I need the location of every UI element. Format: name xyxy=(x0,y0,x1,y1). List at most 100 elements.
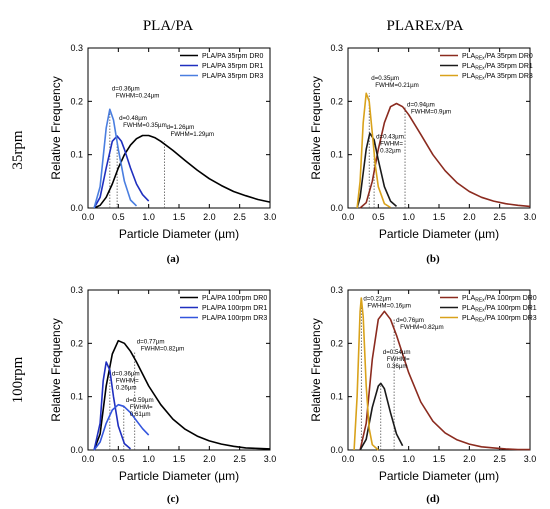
annotation-diameter: d=0.36µm xyxy=(112,370,140,377)
annotation-fwhm: FWHM=0.82µm xyxy=(400,324,444,331)
row-title-35rpm: 35rpm xyxy=(10,130,26,169)
y-tick-label: 0.2 xyxy=(70,338,83,348)
series-line xyxy=(356,132,398,209)
x-tick-label: 1.0 xyxy=(142,454,155,464)
chart-panel-c: 0.0 0.5 1.0 1.5 2.0 2.5 3.0 0.0 0.1 0.2 0.3 Particl… xyxy=(49,285,276,505)
annotation-diameter: d=0.48µm xyxy=(119,115,147,122)
y-axis-label: Relative Frequency xyxy=(49,318,63,421)
chart-panel-b: 0.0 0.5 1.0 1.5 2.0 2.5 3.0 0.0 0.1 0.2 0.3 Particl… xyxy=(309,43,536,265)
x-tick-label: 0.5 xyxy=(372,454,385,464)
legend-label: PLAREx/PA 100rpm DR1 xyxy=(462,305,537,314)
x-tick-label: 1.0 xyxy=(402,212,415,222)
annotation-diameter: d=0.35µm xyxy=(371,75,399,82)
x-tick-label: 1.5 xyxy=(173,212,186,222)
annotation-fwhm: FWHM=0.9µm xyxy=(411,109,451,116)
annotation-fwhm: FWHM= xyxy=(380,141,403,148)
panel-caption: (d) xyxy=(426,493,440,505)
y-tick-label: 0.1 xyxy=(330,150,343,160)
annotation-fwhm-value: 0.36µm xyxy=(387,363,408,370)
legend-label: PLA/PA 100rpm DR0 xyxy=(202,295,267,302)
series-line xyxy=(93,403,150,451)
panel-caption: (c) xyxy=(167,493,180,505)
y-tick-label: 0.1 xyxy=(330,392,343,402)
annotation-diameter: d=0.94µm xyxy=(407,102,435,109)
annotation-fwhm: FWHM= xyxy=(130,404,153,411)
legend-label: PLAREx/PA 35rpm DR3 xyxy=(462,73,533,82)
x-tick-label: 0.5 xyxy=(112,212,125,222)
y-tick-label: 0.2 xyxy=(330,96,343,106)
series-line xyxy=(93,361,132,451)
annotation-diameter: d=0.54µm xyxy=(383,349,411,356)
series-line xyxy=(93,108,138,209)
legend-label: PLA/PA 35rpm DR0 xyxy=(202,53,263,60)
x-tick-label: 2.0 xyxy=(203,212,216,222)
x-axis-label: Particle Diameter (µm) xyxy=(379,469,499,483)
y-tick-label: 0.1 xyxy=(70,392,83,402)
x-tick-label: 1.5 xyxy=(433,454,446,464)
x-axis-label: Particle Diameter (µm) xyxy=(379,227,499,241)
y-axis-label: Relative Frequency xyxy=(309,318,323,421)
x-tick-label: 2.5 xyxy=(493,454,506,464)
y-tick-label: 0.2 xyxy=(70,96,83,106)
column-title-plarex-pa: PLAREx/PA xyxy=(387,18,464,34)
y-tick-label: 0.1 xyxy=(70,150,83,160)
x-tick-label: 2.5 xyxy=(233,454,246,464)
series-line xyxy=(93,134,271,209)
annotation-fwhm-value: 0.32µm xyxy=(380,148,401,155)
y-axis-label: Relative Frequency xyxy=(309,76,323,179)
y-tick-label: 0.0 xyxy=(330,203,343,213)
annotation-fwhm: FWHM=0.82µm xyxy=(141,345,185,352)
plot-frame xyxy=(347,47,531,209)
legend-label: PLA/PA 35rpm DR1 xyxy=(202,63,263,70)
annotation-fwhm: FWHM=0.16µm xyxy=(367,303,411,310)
legend-label: PLAREx/PA 100rpm DR0 xyxy=(462,295,537,304)
x-tick-label: 1.0 xyxy=(402,454,415,464)
x-axis-label: Particle Diameter (µm) xyxy=(119,469,239,483)
series-line xyxy=(93,135,150,209)
y-tick-label: 0.0 xyxy=(70,445,83,455)
x-tick-label: 0.5 xyxy=(112,454,125,464)
x-tick-label: 1.0 xyxy=(142,212,155,222)
annotation-fwhm: FWHM= xyxy=(116,377,139,384)
y-tick-label: 0.2 xyxy=(330,338,343,348)
annotation-diameter: d=0.36µm xyxy=(112,86,140,93)
row-title-100rpm: 100rpm xyxy=(10,356,26,403)
annotation-fwhm: FWHM= xyxy=(387,356,410,363)
panel-caption: (a) xyxy=(167,253,180,265)
x-tick-label: 3.0 xyxy=(524,454,537,464)
annotation-fwhm: FWHM=0.35µm xyxy=(123,122,167,129)
y-tick-label: 0.3 xyxy=(70,285,83,295)
series-line xyxy=(93,339,271,451)
x-tick-label: 2.5 xyxy=(493,212,506,222)
annotation-diameter: d=0.59µm xyxy=(126,397,154,404)
y-axis-label: Relative Frequency xyxy=(49,76,63,179)
annotation-diameter: d=0.76µm xyxy=(396,317,424,324)
x-tick-label: 0.5 xyxy=(372,212,385,222)
x-tick-label: 0.0 xyxy=(82,454,95,464)
legend-label: PLAREx/PA 100rpm DR3 xyxy=(462,315,537,324)
legend-label: PLAREx/PA 35rpm DR1 xyxy=(462,63,533,72)
annotation-fwhm: FWHM=0.24µm xyxy=(116,93,160,100)
x-tick-label: 1.5 xyxy=(173,454,186,464)
legend-label: PLA/PA 100rpm DR1 xyxy=(202,305,267,312)
annotation-fwhm: FWHM=1.29µm xyxy=(170,131,214,138)
column-title-pla-pa: PLA/PA xyxy=(143,18,193,34)
panel-caption: (b) xyxy=(426,253,440,265)
x-axis-label: Particle Diameter (µm) xyxy=(119,227,239,241)
y-tick-label: 0.0 xyxy=(330,445,343,455)
annotation-diameter: d=1.26µm xyxy=(166,124,194,131)
legend-label: PLAREx/PA 35rpm DR0 xyxy=(462,53,533,62)
series-line xyxy=(359,382,404,451)
y-tick-label: 0.3 xyxy=(330,285,343,295)
x-tick-label: 1.5 xyxy=(433,212,446,222)
x-tick-label: 3.0 xyxy=(524,212,537,222)
x-tick-label: 2.0 xyxy=(463,454,476,464)
x-tick-label: 2.0 xyxy=(203,454,216,464)
series-line xyxy=(359,102,531,209)
y-tick-label: 0.0 xyxy=(70,203,83,213)
series-line xyxy=(353,297,379,451)
legend-label: PLA/PA 35rpm DR3 xyxy=(202,73,263,80)
x-tick-label: 0.0 xyxy=(82,212,95,222)
x-tick-label: 0.0 xyxy=(342,454,355,464)
